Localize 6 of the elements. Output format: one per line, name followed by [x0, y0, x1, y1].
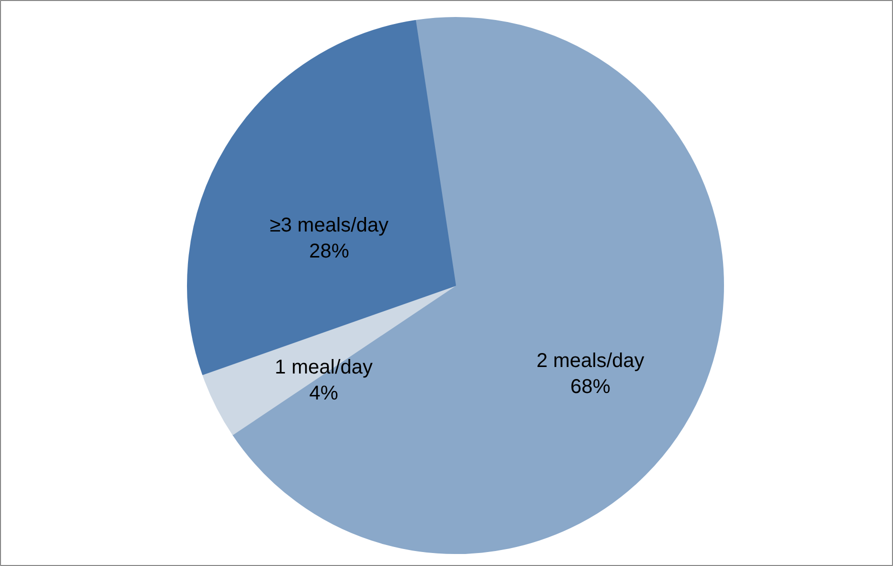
slice-label: 1 meal/day	[274, 356, 373, 378]
slice-label: ≥3 meals/day	[270, 214, 389, 237]
data-label: 28%	[309, 240, 350, 263]
data-label: 68%	[570, 376, 611, 398]
data-label: 4%	[309, 382, 338, 404]
slice-label: 2 meals/day	[536, 350, 644, 372]
